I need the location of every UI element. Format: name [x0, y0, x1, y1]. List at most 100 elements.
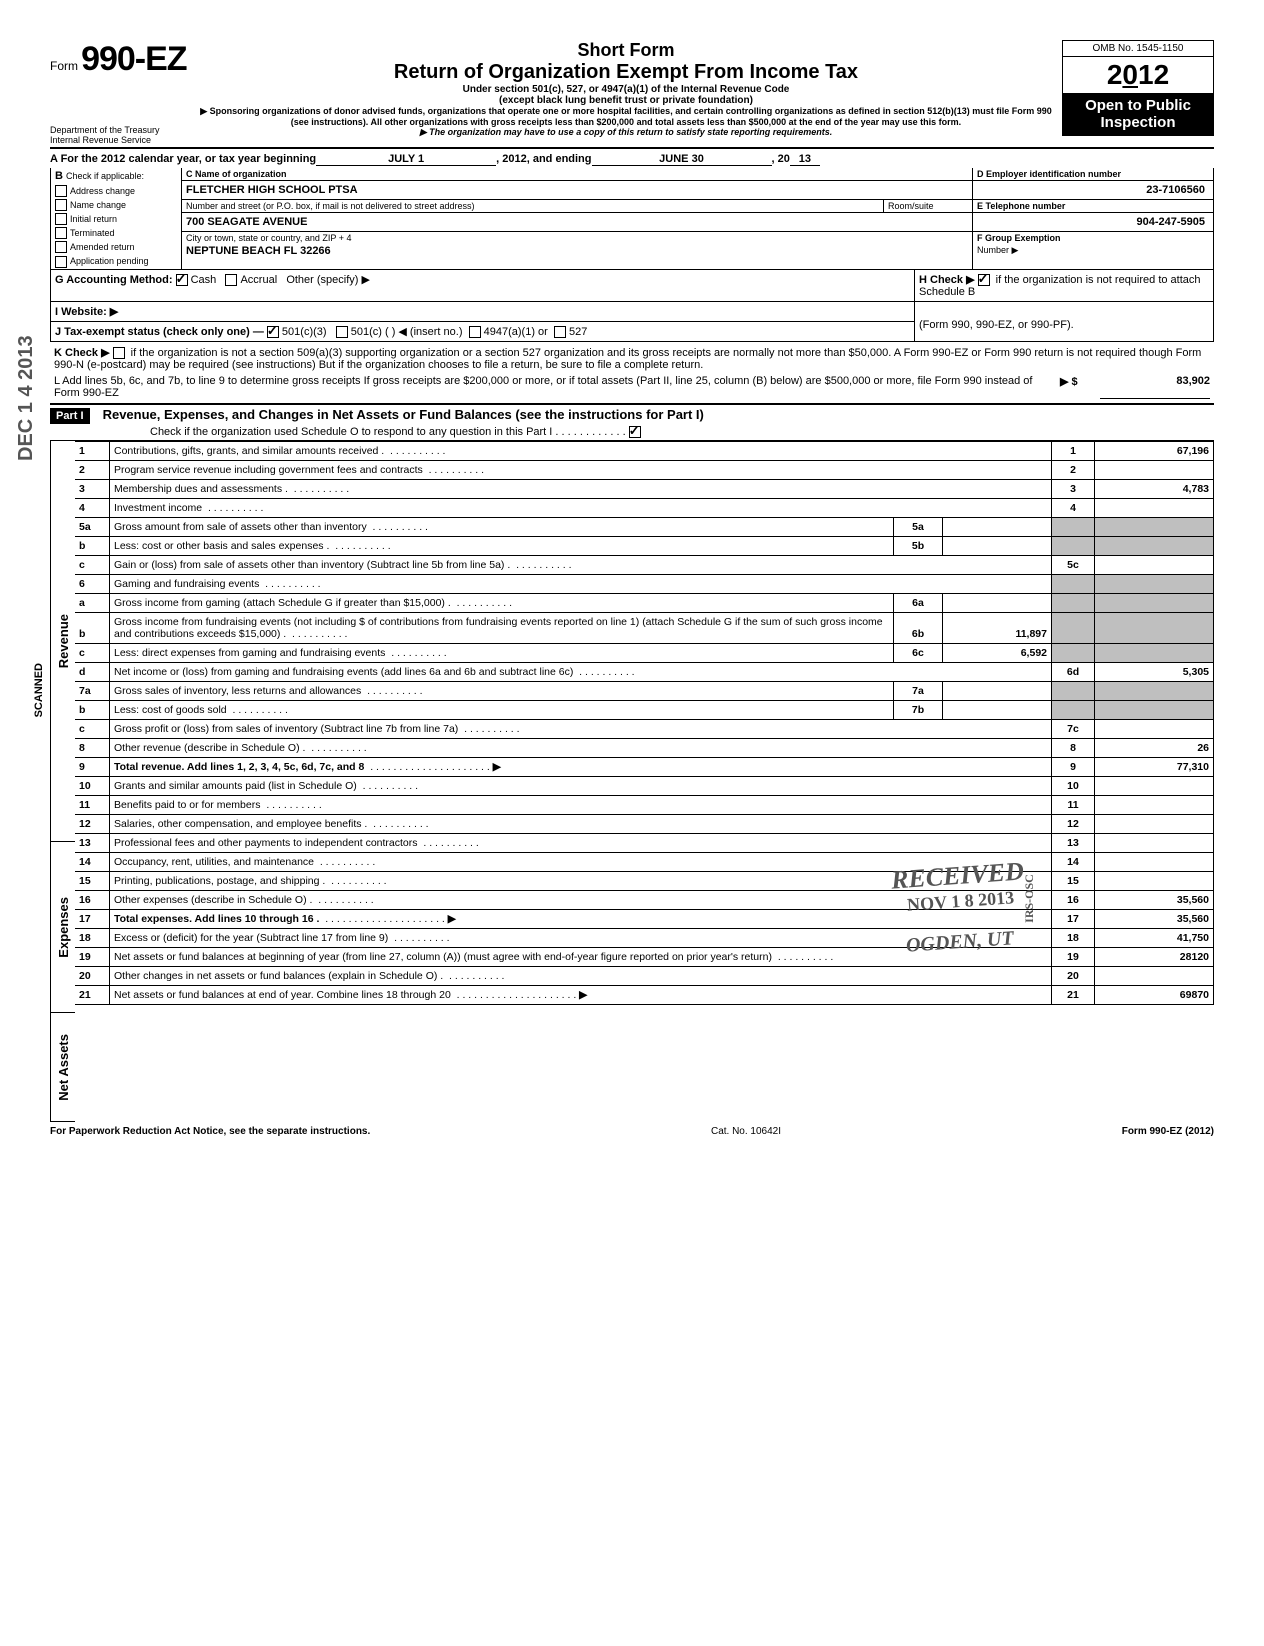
527-label: 527	[569, 326, 587, 338]
line-desc: Gaming and fundraising events . . . . . …	[110, 574, 1052, 593]
line-desc: Gross income from fundraising events (no…	[110, 612, 894, 643]
side-labels: Revenue Expenses Net Assets	[50, 441, 75, 1122]
line-desc: Less: cost or other basis and sales expe…	[110, 536, 894, 555]
box-def: D Employer identification number 23-7106…	[972, 168, 1213, 269]
501c3-checkbox[interactable]	[267, 326, 279, 338]
line-midamt	[943, 681, 1052, 700]
line-a-end: JUNE 30	[592, 153, 772, 166]
form-label: Form	[50, 59, 78, 73]
line-box: 15	[1052, 871, 1095, 890]
box-b-checkbox[interactable]	[55, 241, 67, 253]
line-amt-shade	[1095, 681, 1214, 700]
line-number: 11	[75, 795, 110, 814]
line-number: c	[75, 555, 110, 574]
line-box-shade	[1052, 681, 1095, 700]
part1-tag: Part I	[50, 408, 90, 424]
line-amt: 41,750	[1095, 928, 1214, 947]
501c3-label: 501(c)(3)	[282, 326, 327, 338]
other-label: Other (specify) ▶	[286, 274, 370, 286]
line-desc: Net assets or fund balances at end of ye…	[110, 985, 1052, 1004]
part1-check-line: Check if the organization used Schedule …	[150, 426, 626, 438]
accrual-checkbox[interactable]	[225, 274, 237, 286]
short-form-title: Short Form	[198, 40, 1054, 61]
form-number: 990-EZ	[81, 40, 187, 78]
line-row: 2Program service revenue including gover…	[75, 460, 1214, 479]
copy-note: ▶ The organization may have to use a cop…	[198, 127, 1054, 138]
527-checkbox[interactable]	[554, 326, 566, 338]
line-l-value: 83,902	[1100, 375, 1210, 399]
line-amt	[1095, 852, 1214, 871]
line-amt: 35,560	[1095, 909, 1214, 928]
line-amt	[1095, 719, 1214, 738]
dec-stamp: DEC 1 4 2013	[15, 335, 38, 461]
box-b: B Check if applicable: Address changeNam…	[51, 168, 182, 269]
box-f-label: F Group Exemption	[973, 232, 1213, 244]
line-row: cGross profit or (loss) from sales of in…	[75, 719, 1214, 738]
box-b-sub: Check if applicable:	[66, 171, 144, 181]
line-box: 19	[1052, 947, 1095, 966]
line-j-label: J Tax-exempt status (check only one) —	[55, 326, 264, 338]
line-number: 15	[75, 871, 110, 890]
schedule-o-checkbox[interactable]	[629, 426, 641, 438]
line-amt: 35,560	[1095, 890, 1214, 909]
line-midbox: 5b	[894, 536, 943, 555]
line-number: a	[75, 593, 110, 612]
footer-right: Form 990-EZ (2012)	[1122, 1126, 1214, 1137]
line-amt	[1095, 795, 1214, 814]
org-name: FLETCHER HIGH SCHOOL PTSA	[182, 181, 972, 200]
accrual-label: Accrual	[240, 274, 277, 286]
line-desc: Gross profit or (loss) from sales of inv…	[110, 719, 1052, 738]
line-number: 5a	[75, 517, 110, 536]
main-title: Return of Organization Exempt From Incom…	[198, 61, 1054, 84]
line-amt-shade	[1095, 612, 1214, 643]
form-header: Form 990-EZ Department of the Treasury I…	[50, 40, 1214, 145]
ein: 23-7106560	[973, 181, 1213, 200]
line-l-text: L Add lines 5b, 6c, and 7b, to line 9 to…	[54, 375, 1060, 399]
line-box: 7c	[1052, 719, 1095, 738]
501c-checkbox[interactable]	[336, 326, 348, 338]
line-amt-shade	[1095, 517, 1214, 536]
line-amt	[1095, 498, 1214, 517]
box-b-checkbox[interactable]	[55, 199, 67, 211]
line-row: 9Total revenue. Add lines 1, 2, 3, 4, 5c…	[75, 757, 1214, 776]
line-row: 13Professional fees and other payments t…	[75, 833, 1214, 852]
box-b-checkbox[interactable]	[55, 256, 67, 268]
line-box: 21	[1052, 985, 1095, 1004]
line-row: 16Other expenses (describe in Schedule O…	[75, 890, 1214, 909]
insert-no: ) ◀ (insert no.)	[392, 326, 463, 338]
box-b-item: Terminated	[51, 226, 181, 240]
line-box-shade	[1052, 517, 1095, 536]
line-amt-shade	[1095, 643, 1214, 662]
cash-checkbox[interactable]	[176, 274, 188, 286]
line-midbox: 7a	[894, 681, 943, 700]
line-row: cLess: direct expenses from gaming and f…	[75, 643, 1214, 662]
line-desc: Gross income from gaming (attach Schedul…	[110, 593, 894, 612]
box-b-checkbox[interactable]	[55, 185, 67, 197]
telephone: 904-247-5905	[973, 213, 1213, 232]
scanned-stamp: SCANNED	[31, 661, 47, 719]
line-number: 2	[75, 460, 110, 479]
line-amt	[1095, 966, 1214, 985]
line-a-prefix: A For the 2012 calendar year, or tax yea…	[50, 153, 316, 166]
line-number: 20	[75, 966, 110, 985]
schedule-b-checkbox[interactable]	[978, 274, 990, 286]
line-box: 18	[1052, 928, 1095, 947]
line-box-shade	[1052, 612, 1095, 643]
4947-checkbox[interactable]	[469, 326, 481, 338]
line-row: 4Investment income . . . . . . . . . .4	[75, 498, 1214, 517]
box-f-sub: Number ▶	[973, 244, 1213, 257]
line-midbox: 6c	[894, 643, 943, 662]
box-b-checkbox[interactable]	[55, 213, 67, 225]
line-box: 10	[1052, 776, 1095, 795]
line-number: 17	[75, 909, 110, 928]
line-amt	[1095, 871, 1214, 890]
line-row: 3Membership dues and assessments . . . .…	[75, 479, 1214, 498]
line-k-checkbox[interactable]	[113, 347, 125, 359]
line-gh: G Accounting Method: Cash Accrual Other …	[50, 270, 1214, 302]
line-i-label: I Website: ▶	[55, 306, 118, 318]
line-midbox: 6a	[894, 593, 943, 612]
sponsor-note: ▶ Sponsoring organizations of donor advi…	[198, 106, 1054, 127]
box-b-checkbox[interactable]	[55, 227, 67, 239]
omb-box: OMB No. 1545-1150 20120122 Open to Publi…	[1062, 40, 1214, 136]
open-public-2: Inspection	[1065, 114, 1211, 131]
